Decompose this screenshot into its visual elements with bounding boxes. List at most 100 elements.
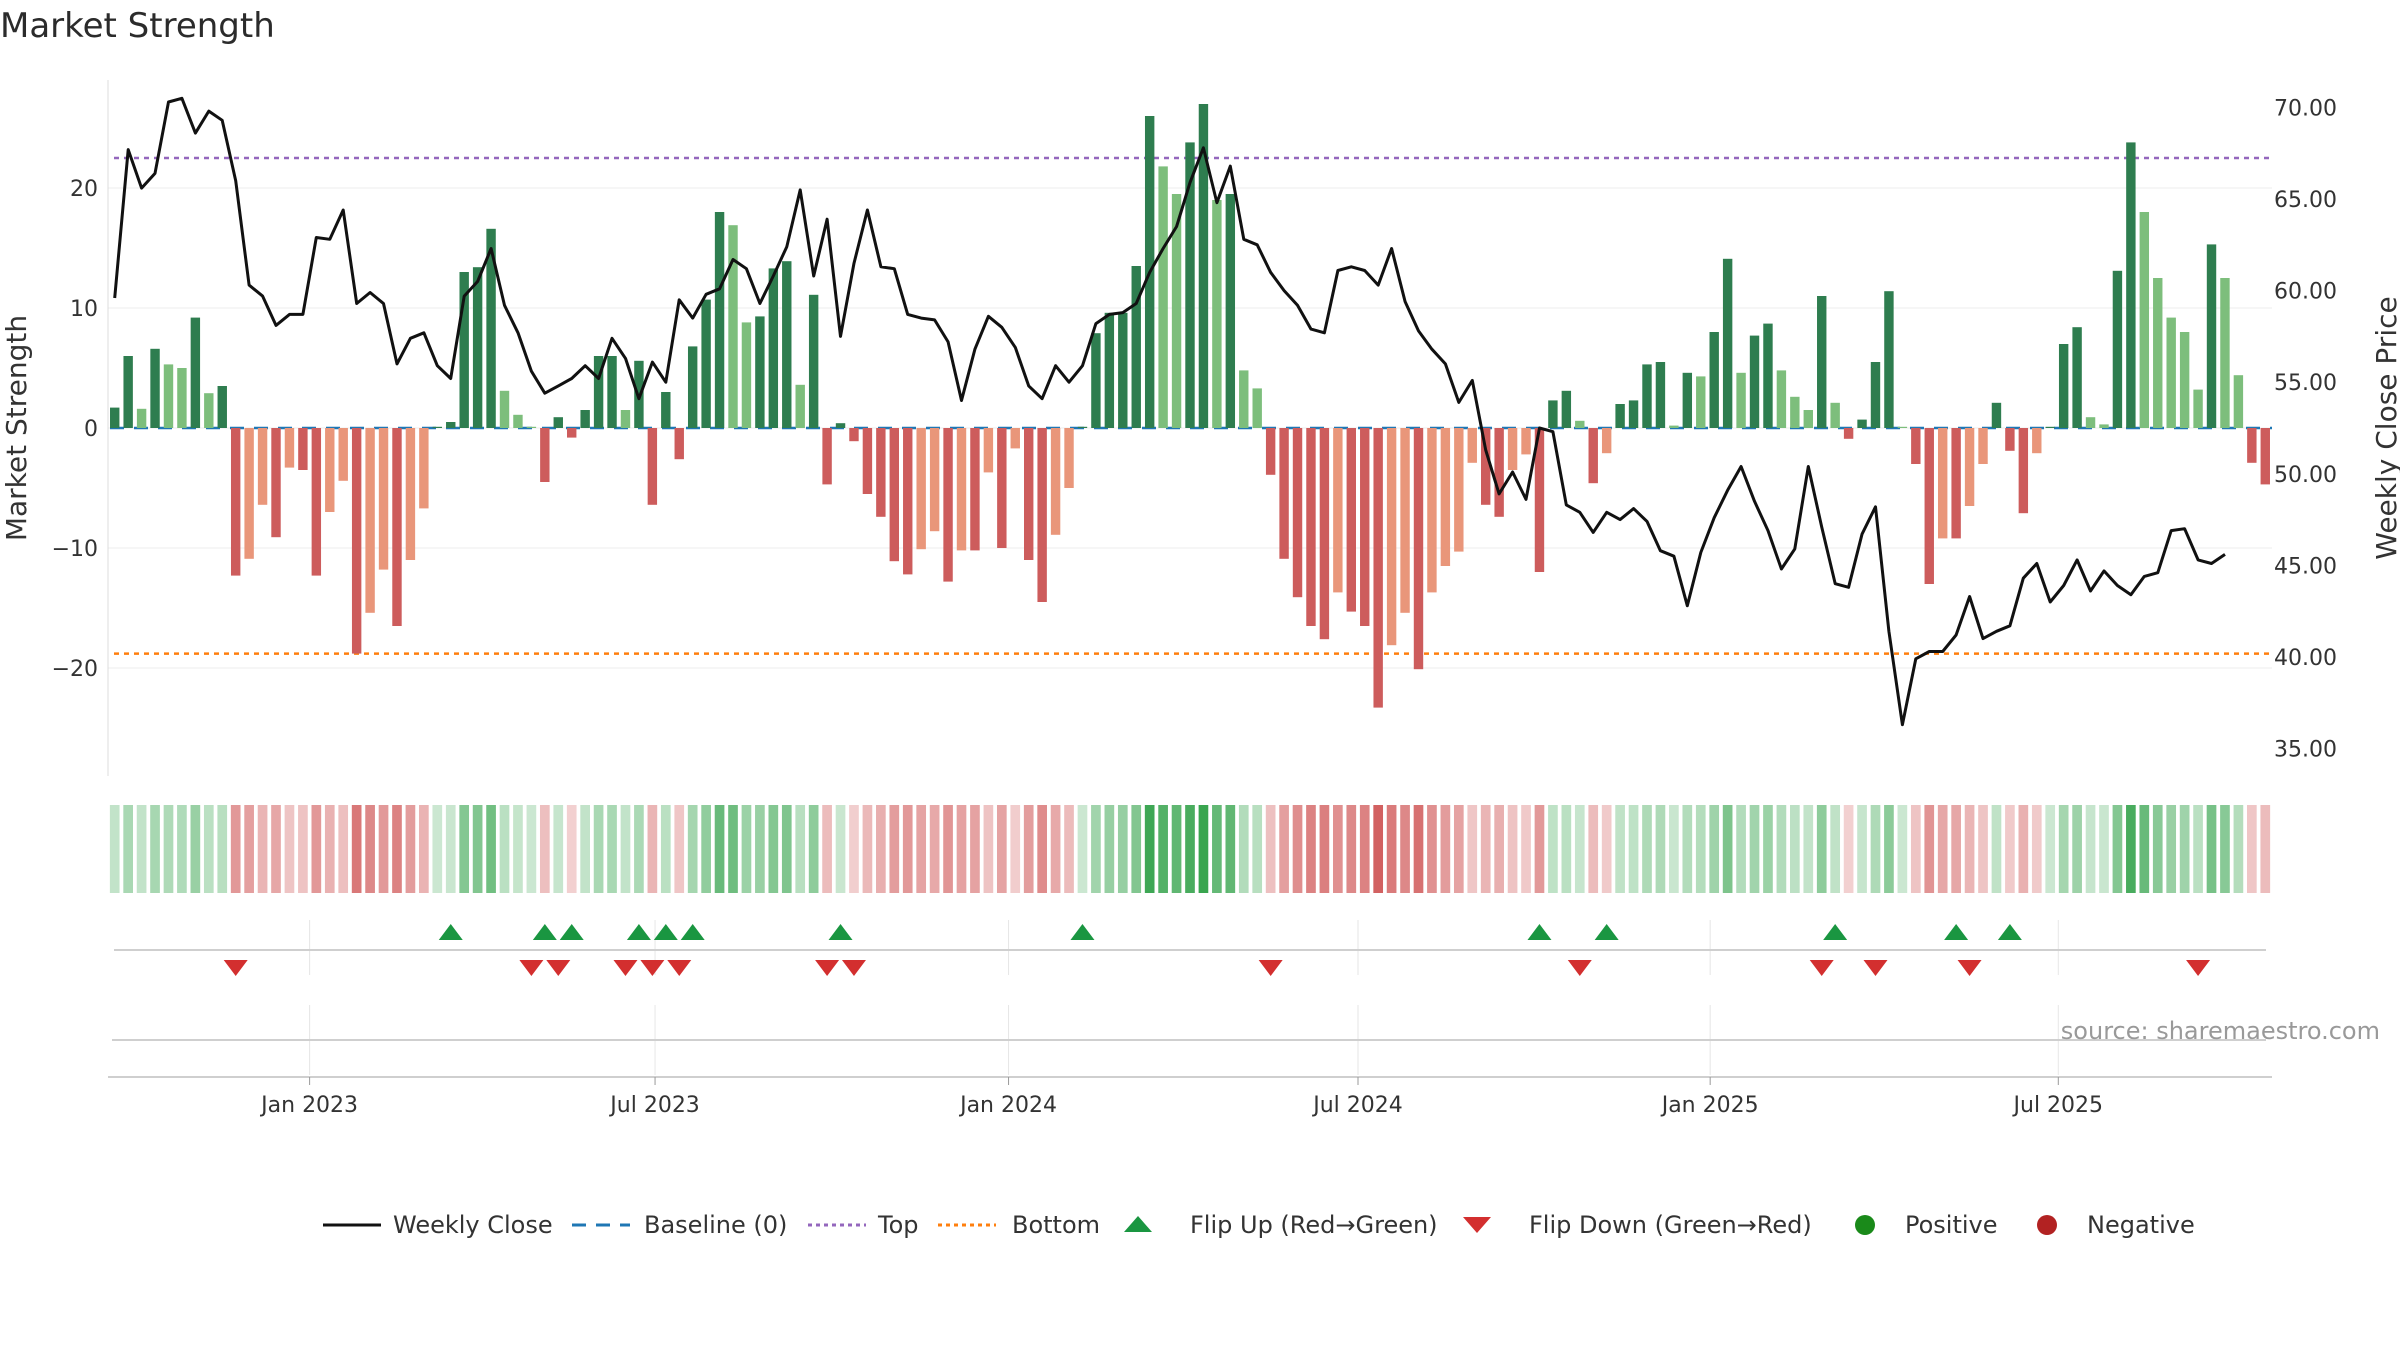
heat-cell [1467, 805, 1478, 893]
strength-bar [1991, 402, 2002, 428]
heat-cell [1884, 805, 1894, 893]
heat-cell [1279, 805, 1289, 893]
strength-bar [1212, 200, 1222, 428]
positive-dot-icon [1855, 1215, 1875, 1235]
heat-cell [1252, 805, 1263, 893]
legend-baseline-label: Baseline (0) [644, 1211, 787, 1239]
strength-bar [1185, 142, 1195, 428]
strength-bar [2126, 142, 2136, 428]
strength-bar [2032, 428, 2042, 454]
heat-cell [1359, 805, 1370, 893]
legend-baseline: Baseline (0) [572, 1211, 787, 1239]
heat-cell [392, 805, 402, 893]
flip-down-marker [613, 960, 638, 976]
axes: −20 −10 0 10 20 35.00 40.00 45.00 50.00 55.00 60.0… [52, 80, 2337, 776]
heat-cell [2166, 805, 2177, 893]
heat-cell [1413, 805, 1424, 893]
flip-down-marker [223, 960, 248, 976]
heat-cell [1722, 805, 1733, 893]
strength-bar [1951, 428, 1961, 539]
strength-bar [768, 268, 779, 428]
strength-bar [110, 407, 120, 428]
heat-cell [1158, 805, 1168, 893]
strength-bar [2153, 278, 2163, 428]
flip-down-marker [1863, 960, 1888, 976]
heat-cell [1803, 805, 1814, 893]
strength-bar [822, 428, 832, 485]
heat-cell [1212, 805, 1222, 893]
strength-bar [298, 428, 308, 470]
heat-cell [177, 805, 187, 893]
x-tick-label: Jan 2023 [259, 1093, 358, 1118]
flip-up-marker [438, 924, 463, 940]
heat-cell [1521, 805, 1531, 893]
heat-cell [1669, 805, 1679, 893]
heat-cell [714, 805, 725, 893]
strength-bar [1346, 428, 1356, 612]
strength-bar [1722, 258, 1733, 428]
strength-bar [741, 322, 752, 428]
strength-bar [1024, 428, 1034, 560]
strength-bar [1655, 362, 1666, 428]
heat-cell [1763, 805, 1773, 893]
legend-weekly-close: Weekly Close [323, 1211, 553, 1239]
strength-bar [1709, 332, 1719, 428]
heat-cell [580, 805, 590, 893]
strength-bar [432, 426, 443, 428]
heat-cell [1104, 805, 1115, 893]
strength-bar [392, 428, 402, 626]
heat-cell [432, 805, 443, 893]
strength-bar [903, 428, 913, 575]
strength-bar [580, 410, 590, 428]
strength-bar [2099, 424, 2109, 428]
heat-cell [983, 805, 994, 893]
heat-cell [1924, 805, 1935, 893]
x-tick-label: Jul 2025 [2012, 1093, 2104, 1118]
heat-cell [2260, 805, 2271, 893]
heat-cell [620, 805, 631, 893]
heat-cell [674, 805, 685, 893]
strength-bar [513, 414, 523, 428]
heat-cell [365, 805, 375, 893]
heat-cell [1077, 805, 1088, 893]
heat-cell [1574, 805, 1585, 893]
flip-down-marker [1957, 960, 1982, 976]
heat-cell [1682, 805, 1693, 893]
heat-cell [553, 805, 564, 893]
heat-cell [1695, 805, 1706, 893]
strength-bar [943, 428, 953, 582]
heat-cell [1830, 805, 1841, 893]
strength-bar [472, 267, 483, 428]
flip-up-marker [680, 924, 705, 940]
heat-cell [1265, 805, 1276, 893]
legend-bottom: Bottom [938, 1211, 1100, 1239]
legend-flip-down-label: Flip Down (Green→Red) [1529, 1211, 1812, 1239]
strength-bar [997, 428, 1007, 548]
strength-bar [674, 428, 684, 460]
strength-bar [2179, 332, 2190, 428]
flip-up-icon [1124, 1216, 1152, 1232]
flip-down-marker [667, 960, 692, 976]
heat-cell [822, 805, 832, 893]
heat-cell [1843, 805, 1854, 893]
strength-bar [983, 428, 994, 473]
strength-bar [2085, 417, 2096, 428]
heat-cell [2045, 805, 2056, 893]
strength-bar [929, 428, 940, 532]
strength-bar [1131, 266, 1141, 428]
heat-cell [499, 805, 510, 893]
y2-axis-label: Weekly Close Price [2370, 296, 2400, 559]
heat-cell [996, 805, 1007, 893]
heat-cell [351, 805, 362, 893]
strength-bar [1171, 194, 1182, 428]
heat-cell [889, 805, 900, 893]
strength-bar [526, 426, 537, 428]
heat-cell [2099, 805, 2109, 893]
x-tick-label: Jul 2024 [1311, 1093, 1403, 1118]
flip-down-marker [546, 960, 571, 976]
strength-bar [728, 225, 738, 428]
weekly-close-line [113, 96, 2226, 727]
heat-cell [2058, 805, 2069, 893]
strength-bar [782, 261, 792, 428]
strength-bar [419, 428, 429, 509]
